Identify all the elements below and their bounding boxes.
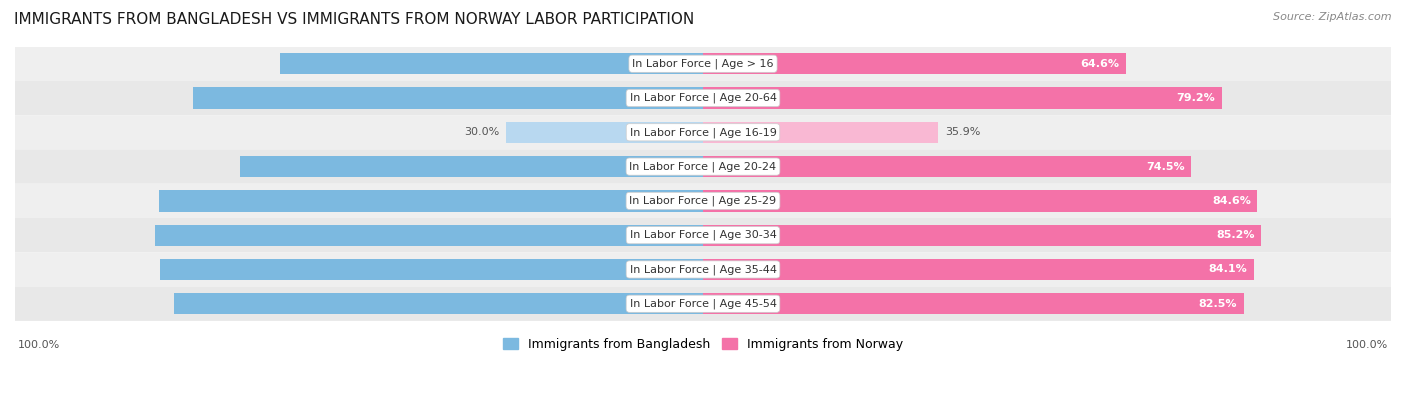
FancyBboxPatch shape [15,81,1391,115]
Bar [155,224,703,246]
Bar [703,156,1191,177]
Bar [703,122,938,143]
FancyBboxPatch shape [15,252,1391,287]
Bar [703,190,1257,211]
FancyBboxPatch shape [15,287,1391,321]
Bar [280,53,703,74]
Text: In Labor Force | Age 30-34: In Labor Force | Age 30-34 [630,230,776,241]
Legend: Immigrants from Bangladesh, Immigrants from Norway: Immigrants from Bangladesh, Immigrants f… [498,333,908,356]
Text: 84.6%: 84.6% [1212,196,1251,206]
Text: In Labor Force | Age 35-44: In Labor Force | Age 35-44 [630,264,776,275]
Text: 83.6%: 83.6% [641,230,681,240]
Text: 82.9%: 82.9% [641,264,681,275]
Bar [159,190,703,211]
Text: 64.6%: 64.6% [1081,59,1119,69]
Bar [240,156,703,177]
Text: 84.1%: 84.1% [1209,264,1247,275]
Bar [160,259,703,280]
Text: 83.0%: 83.0% [641,196,681,206]
Text: In Labor Force | Age 20-64: In Labor Force | Age 20-64 [630,93,776,103]
Bar [703,224,1261,246]
Text: Source: ZipAtlas.com: Source: ZipAtlas.com [1274,12,1392,22]
FancyBboxPatch shape [15,218,1391,252]
Text: 70.6%: 70.6% [641,162,681,171]
Text: 82.5%: 82.5% [1198,299,1237,309]
Text: 80.7%: 80.7% [641,299,681,309]
Text: 85.2%: 85.2% [1216,230,1254,240]
Text: 100.0%: 100.0% [18,340,60,350]
Bar [703,293,1243,314]
Text: In Labor Force | Age 45-54: In Labor Force | Age 45-54 [630,299,776,309]
FancyBboxPatch shape [15,184,1391,218]
Text: 35.9%: 35.9% [945,127,980,137]
FancyBboxPatch shape [15,47,1391,81]
Text: IMMIGRANTS FROM BANGLADESH VS IMMIGRANTS FROM NORWAY LABOR PARTICIPATION: IMMIGRANTS FROM BANGLADESH VS IMMIGRANTS… [14,12,695,27]
Text: In Labor Force | Age 25-29: In Labor Force | Age 25-29 [630,196,776,206]
Text: 74.5%: 74.5% [1146,162,1185,171]
Text: 77.9%: 77.9% [641,93,681,103]
Text: 30.0%: 30.0% [464,127,501,137]
Text: 79.2%: 79.2% [1177,93,1215,103]
Bar [174,293,703,314]
Text: 64.5%: 64.5% [641,59,681,69]
Bar [703,53,1126,74]
FancyBboxPatch shape [15,149,1391,184]
Bar [506,122,703,143]
Bar [703,259,1254,280]
Text: In Labor Force | Age > 16: In Labor Force | Age > 16 [633,58,773,69]
FancyBboxPatch shape [15,115,1391,149]
Text: In Labor Force | Age 20-24: In Labor Force | Age 20-24 [630,161,776,172]
Text: In Labor Force | Age 16-19: In Labor Force | Age 16-19 [630,127,776,137]
Bar [193,87,703,109]
Bar [703,87,1222,109]
Text: 100.0%: 100.0% [1346,340,1388,350]
